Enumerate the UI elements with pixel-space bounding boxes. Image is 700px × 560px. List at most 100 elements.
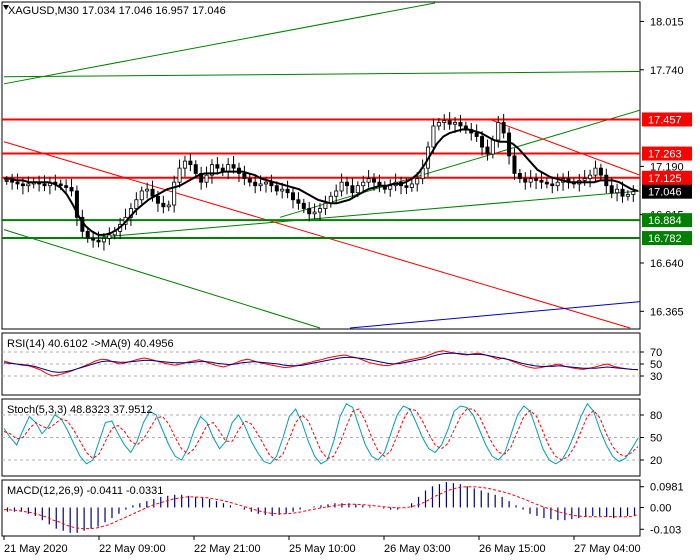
candle-body[interactable] [431, 125, 436, 148]
candle-body[interactable] [64, 185, 69, 188]
candle-body[interactable] [496, 122, 501, 141]
candle-body[interactable] [550, 183, 555, 187]
candle-body[interactable] [280, 188, 285, 192]
candle-body[interactable] [490, 139, 495, 155]
price-panel[interactable] [2, 2, 641, 329]
candle-body[interactable] [134, 199, 139, 209]
collapse-triangle-icon[interactable] [3, 5, 9, 10]
candle-body[interactable] [317, 208, 322, 213]
candle-body[interactable] [15, 181, 20, 185]
candle-body[interactable] [155, 195, 160, 204]
candle-body[interactable] [480, 136, 485, 148]
candle-body[interactable] [534, 178, 539, 181]
candle-body[interactable] [307, 208, 312, 215]
candle-body[interactable] [544, 181, 549, 185]
candle-body[interactable] [182, 160, 187, 169]
candle-body[interactable] [528, 178, 533, 183]
candle-body[interactable] [355, 185, 360, 194]
candle-body[interactable] [247, 178, 252, 183]
candle-body[interactable] [258, 183, 263, 187]
candle-body[interactable] [242, 173, 247, 180]
candle-body[interactable] [361, 181, 366, 187]
candle-body[interactable] [555, 181, 560, 187]
candle-body[interactable] [501, 122, 506, 134]
candle-body[interactable] [415, 178, 420, 185]
candle-body[interactable] [107, 234, 112, 239]
candle-body[interactable] [588, 174, 593, 180]
candle-body[interactable] [226, 164, 231, 173]
candle-body[interactable] [523, 178, 528, 183]
candle-body[interactable] [285, 188, 290, 194]
candle-body[interactable] [593, 167, 598, 176]
candle-body[interactable] [598, 167, 603, 176]
candle-body[interactable] [436, 122, 441, 127]
price-label-box [642, 213, 692, 228]
candle-body[interactable] [625, 194, 630, 197]
candle-body[interactable] [458, 122, 463, 127]
candle-body[interactable] [507, 132, 512, 157]
candle-body[interactable] [620, 188, 625, 197]
candle-body[interactable] [366, 178, 371, 183]
candle-body[interactable] [69, 187, 74, 192]
candle-body[interactable] [274, 185, 279, 192]
y-tick-label: 0.0981 [650, 482, 684, 494]
candle-body[interactable] [263, 181, 268, 185]
candle-body[interactable] [231, 164, 236, 169]
candle-body[interactable] [166, 204, 171, 208]
candle-body[interactable] [193, 164, 198, 174]
rsi-panel[interactable] [2, 350, 640, 377]
candle-body[interactable] [204, 174, 209, 183]
candle-body[interactable] [26, 183, 31, 187]
candle-body[interactable] [145, 188, 150, 192]
candle-body[interactable] [582, 178, 587, 181]
candle-body[interactable] [42, 183, 47, 187]
candle-body[interactable] [312, 211, 317, 215]
candle-body[interactable] [188, 160, 193, 166]
candle-body[interactable] [20, 183, 25, 187]
macd-panel[interactable] [3, 482, 639, 533]
candle-body[interactable] [350, 185, 355, 194]
candle-body[interactable] [345, 181, 350, 187]
candle-body[interactable] [388, 185, 393, 190]
candle-body[interactable] [474, 132, 479, 137]
candle-body[interactable] [150, 188, 155, 197]
candle-body[interactable] [615, 188, 620, 194]
candle-body[interactable] [339, 181, 344, 192]
candle-body[interactable] [4, 180, 9, 182]
candle-body[interactable] [161, 202, 166, 208]
candle-body[interactable] [301, 202, 306, 209]
candle-body[interactable] [323, 202, 328, 209]
candle-body[interactable] [539, 180, 544, 183]
candle-body[interactable] [10, 180, 15, 183]
candle-body[interactable] [512, 155, 517, 174]
candle-body[interactable] [447, 120, 452, 125]
candle-body[interactable] [74, 190, 79, 218]
candle-body[interactable] [172, 181, 177, 206]
candle-body[interactable] [96, 239, 101, 243]
candle-body[interactable] [199, 173, 204, 183]
candle-body[interactable] [453, 122, 458, 125]
candle-body[interactable] [91, 238, 96, 241]
candle-body[interactable] [409, 183, 414, 188]
candle-body[interactable] [404, 185, 409, 188]
candle-body[interactable] [209, 164, 214, 176]
candle-body[interactable] [517, 173, 522, 180]
candle-body[interactable] [58, 183, 63, 187]
candle-body[interactable] [372, 178, 377, 183]
stochastic-panel[interactable] [2, 402, 640, 465]
candle-body[interactable] [296, 199, 301, 204]
candle-body[interactable] [177, 167, 182, 183]
candle-body[interactable] [101, 238, 106, 243]
candle-body[interactable] [290, 192, 295, 201]
x-tick-label: 22 May 21:00 [194, 543, 261, 555]
candle-body[interactable] [85, 230, 90, 239]
candle-body[interactable] [215, 164, 220, 169]
candle-body[interactable] [334, 190, 339, 197]
candle-body[interactable] [631, 191, 636, 195]
candle-body[interactable] [139, 190, 144, 201]
candle-body[interactable] [485, 146, 490, 155]
candle-body[interactable] [442, 120, 447, 123]
candle-body[interactable] [253, 181, 258, 187]
candle-body[interactable] [609, 185, 614, 194]
